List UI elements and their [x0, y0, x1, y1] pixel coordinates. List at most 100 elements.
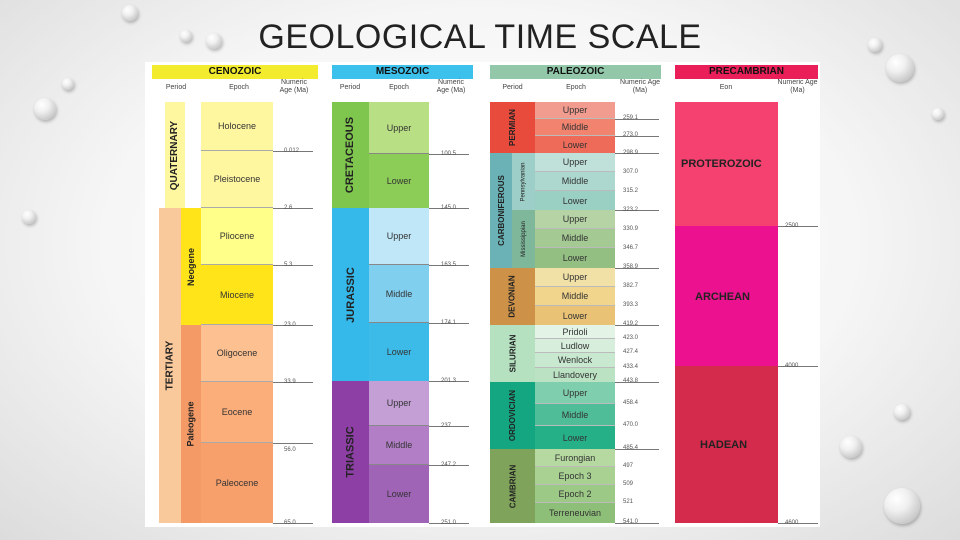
neogene-label: Neogene	[186, 247, 197, 286]
boundary-line	[615, 325, 659, 326]
age-value: 56.0	[284, 447, 296, 453]
carboniferous-period: CARBONIFEROUS	[490, 153, 512, 268]
jurassic-label: JURASSIC	[344, 266, 357, 323]
epoch-paleocene: Paleocene	[201, 443, 273, 523]
epoch-miocene: Miocene	[201, 265, 273, 325]
epoch-cretaceous-upper: Upper	[369, 102, 429, 154]
ordovician-period: ORDOVICIAN	[490, 382, 535, 449]
epoch-mississippian-middle: Middle	[535, 229, 615, 248]
precambrian-age-label: Numeric Age (Ma)	[777, 79, 818, 94]
paleozoic-age-label: Numeric Age (Ma)	[619, 79, 661, 94]
water-drop-decoration	[206, 33, 222, 49]
epoch-cretaceous-lower: Lower	[369, 154, 429, 208]
epoch-furongian: Furongian	[535, 449, 615, 467]
epoch-cambrian-3: Epoch 3	[535, 467, 615, 485]
epoch-wenlock: Wenlock	[535, 353, 615, 368]
epoch-ordovician-lower: Lower	[535, 426, 615, 449]
epoch-pennsylvanian-middle: Middle	[535, 172, 615, 191]
age-value: 307.0	[623, 169, 639, 175]
boundary-line	[778, 226, 818, 227]
epoch-eocene: Eocene	[201, 382, 273, 443]
jurassic-period: JURASSIC	[332, 208, 369, 381]
epoch-pridoli: Pridoli	[535, 325, 615, 339]
age-value: 100.5	[441, 151, 457, 157]
boundary-line	[778, 523, 818, 524]
water-drop-decoration	[122, 5, 138, 21]
age-value: 323.2	[623, 207, 639, 213]
boundary-line	[615, 449, 659, 450]
epoch-ludlow: Ludlow	[535, 339, 615, 353]
age-value: 174.1	[441, 320, 457, 326]
epoch-pliocene: Pliocene	[201, 208, 273, 265]
age-value: 163.5	[441, 262, 457, 268]
neogene-subperiod: Neogene	[181, 208, 201, 325]
boundary-line	[615, 382, 659, 383]
boundary-line	[429, 323, 469, 324]
precambrian-eon-label: Eon	[719, 84, 733, 91]
cretaceous-period: CRETACEOUS	[332, 102, 369, 208]
age-value: 541.0	[623, 519, 639, 525]
age-value: 4000	[785, 363, 799, 369]
epoch-llandovery: Llandovery	[535, 368, 615, 382]
age-value: 315.2	[623, 188, 639, 194]
hadean-label: HADEAN	[700, 439, 748, 451]
epoch-devonian-middle: Middle	[535, 287, 615, 306]
water-drop-decoration	[22, 210, 36, 224]
boundary-line	[615, 210, 659, 211]
epoch-cambrian-2: Epoch 2	[535, 485, 615, 503]
precambrian-header: PRECAMBRIAN	[675, 65, 818, 79]
age-value: 346.7	[623, 245, 639, 251]
triassic-label: TRIASSIC	[344, 426, 357, 478]
archean-eon	[675, 226, 778, 366]
water-drop-decoration	[886, 54, 914, 82]
epoch-jurassic-middle: Middle	[369, 265, 429, 323]
age-value: 458.4	[623, 400, 639, 406]
epoch-triassic-lower: Lower	[369, 465, 429, 523]
age-value: 2500	[785, 223, 799, 229]
quaternary-period: QUATERNARY	[165, 102, 185, 208]
cretaceous-label: CRETACEOUS	[344, 116, 357, 194]
age-value: 259.1	[623, 115, 639, 121]
mississippian-label: Mississippian	[520, 221, 527, 257]
age-value: 330.9	[623, 226, 639, 232]
epoch-ordovician-middle: Middle	[535, 404, 615, 426]
age-value: 0.012	[284, 148, 300, 154]
age-value: 251.0	[441, 520, 457, 526]
boundary-line	[429, 154, 469, 155]
epoch-pleistocene: Pleistocene	[201, 151, 273, 208]
boundary-line	[778, 366, 818, 367]
water-drop-decoration	[868, 38, 882, 52]
age-value: 470.0	[623, 422, 639, 428]
boundary-line	[615, 268, 659, 269]
pennsylvanian-subperiod: Pennsylvanian	[512, 153, 535, 210]
age-value: 23.0	[284, 322, 296, 328]
boundary-line	[273, 325, 313, 326]
cenozoic-epoch-label: Epoch	[229, 84, 249, 91]
epoch-triassic-upper: Upper	[369, 381, 429, 426]
epoch-jurassic-lower: Lower	[369, 323, 429, 381]
devonian-label: DEVONIAN	[507, 275, 517, 318]
boundary-line	[429, 381, 469, 382]
age-value: 382.7	[623, 283, 639, 289]
boundary-line	[273, 523, 313, 524]
permian-label: PERMIAN	[507, 109, 517, 146]
age-value: 358.9	[623, 264, 639, 270]
epoch-permian-lower: Lower	[535, 136, 615, 153]
age-value: 433.4	[623, 364, 639, 370]
paleogene-subperiod: Paleogene	[181, 325, 201, 523]
age-value: 443.8	[623, 378, 639, 384]
epoch-jurassic-upper: Upper	[369, 208, 429, 265]
boundary-line	[429, 523, 469, 524]
geologic-time-scale-chart: CENOZOIC Period Epoch Numeric Age (Ma) Q…	[145, 62, 820, 527]
epoch-mississippian-lower: Lower	[535, 248, 615, 268]
age-value: 521	[623, 499, 634, 505]
mississippian-subperiod: Mississippian	[512, 210, 535, 268]
epoch-pennsylvanian-upper: Upper	[535, 153, 615, 172]
mesozoic-period-label: Period	[339, 84, 361, 91]
age-value: 65.0	[284, 520, 296, 526]
epoch-permian-upper: Upper	[535, 102, 615, 119]
tertiary-label: TERTIARY	[164, 340, 176, 391]
proterozoic-label: PROTEROZOIC	[681, 158, 762, 170]
permian-period: PERMIAN	[490, 102, 535, 153]
epoch-terreneuvian: Terreneuvian	[535, 503, 615, 523]
